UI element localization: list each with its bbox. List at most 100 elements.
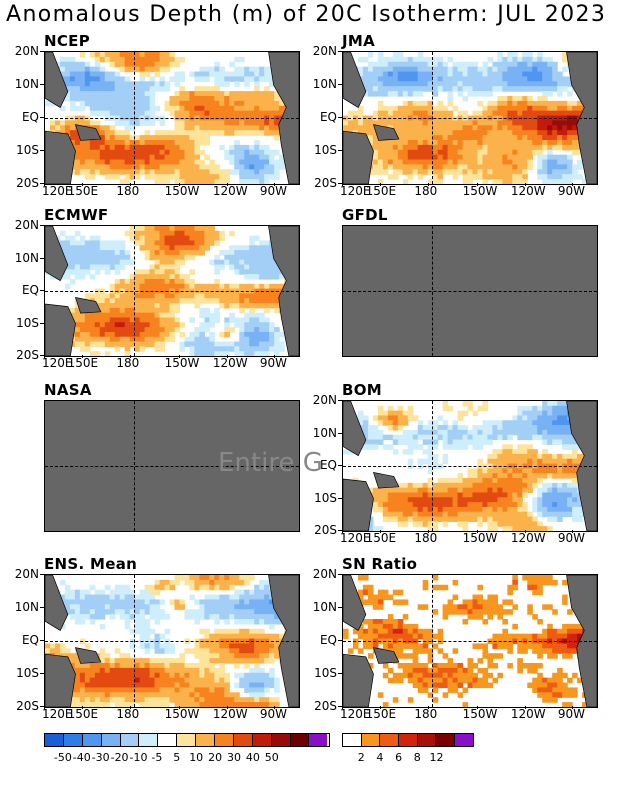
y-tick [338,673,342,674]
colorbar-swatch [177,734,197,746]
y-tick [40,322,44,324]
x-tick [81,706,83,709]
colorbar-swatch [271,734,291,746]
x-tick-label: 90W [259,707,287,721]
y-tick [338,465,342,466]
x-tick-label: 120W [510,707,546,721]
colorbar-swatch [252,734,272,746]
ncep-panel-title: NCEP [44,32,91,50]
y-tick-label: 10N [14,77,39,91]
x-tick-label: 120E [340,707,371,721]
nasa-panel-title: NASA [44,381,92,399]
colorbar-label: 20 [208,751,223,764]
colorbar-swatch [233,734,253,746]
gfdl-panel-title: GFDL [342,206,388,224]
ens-mean-panel-title: ENS. Mean [44,555,138,573]
gfdl-map [342,225,598,357]
y-tick-label: 20N [312,44,337,58]
x-tick [44,183,45,186]
x-tick [273,355,275,358]
colorbar-label: 10 [189,751,204,764]
y-tick [338,432,342,434]
x-tick-label: 120W [510,184,546,198]
x-tick-label: 120E [42,356,73,370]
y-tick [40,574,44,575]
x-tick-label: 90W [557,184,585,198]
colorbar-label: -50 [53,751,72,764]
x-tick-label: 180 [414,531,438,545]
x-tick-label: 150W [164,184,200,198]
x-tick-label: 180 [116,356,140,370]
x-tick-label: 90W [259,356,287,370]
x-tick-label: 150W [164,356,200,370]
colorbar-swatch [196,734,216,746]
x-tick [44,706,45,709]
y-tick-label: EQ [319,458,337,472]
x-tick-label: 150W [462,707,498,721]
ens-mean-map [44,574,300,708]
colorbar-swatch [343,734,362,746]
colorbar-label: -5 [151,751,163,764]
y-tick-label: 10S [314,143,337,157]
x-tick [476,530,478,533]
y-tick [338,607,342,608]
x-tick [476,183,478,186]
x-tick [81,355,83,358]
y-tick-label: 20N [312,393,337,407]
y-tick [40,355,44,356]
x-tick [342,530,343,533]
x-tick-label: 150E [365,707,397,721]
x-tick [524,183,526,186]
x-tick-label: 90W [557,707,585,721]
y-tick-label: EQ [21,633,39,647]
y-tick-label: 20N [312,567,337,581]
y-tick [40,290,44,291]
equator-guide [45,641,299,642]
nasa-map [44,400,300,532]
x-tick-label: 150E [365,184,397,198]
overlay-text: Entire G [218,448,323,478]
x-tick-label: 180 [116,707,140,721]
y-tick-label: 10N [14,250,39,265]
y-tick [40,225,44,226]
x-tick [342,706,343,709]
x-tick-label: 120W [510,531,546,545]
y-tick-label: 10N [312,600,337,614]
equator-guide [343,641,597,642]
x-tick-label: 180 [414,184,438,198]
x-tick [524,530,526,533]
x-tick [178,706,180,709]
y-tick [40,84,44,85]
y-tick-label: EQ [319,633,337,647]
x-tick-label: 150E [67,184,99,198]
y-tick [40,706,44,707]
y-tick-label: 20S [16,699,39,713]
x-tick [428,706,430,709]
x-tick [130,183,132,186]
y-tick [338,640,342,641]
colorbar-swatch [417,734,437,746]
ecmwf-panel-title: ECMWF [44,206,109,224]
colorbar-swatch [63,734,83,746]
x-tick [379,706,381,709]
colorbar-label: 4 [376,751,384,764]
colorbar-swatch [436,734,456,746]
y-tick-label: 10N [312,77,337,91]
x-tick [130,355,132,358]
x-tick-label: 90W [259,184,287,198]
colorbar-label: 50 [264,751,279,764]
bom-field [343,401,597,531]
colorbar-swatch [158,734,178,746]
jma-panel-title: JMA [342,32,376,50]
equator-guide [343,466,597,467]
x-tick [226,706,228,709]
colorbar-swatch [290,734,310,746]
x-tick-label: 120E [340,184,371,198]
colorbar-swatch [309,734,328,746]
x-tick [44,355,45,358]
y-tick-label: 10S [16,143,39,157]
y-tick [338,530,342,531]
sn-ratio-map [342,574,598,708]
y-tick [338,84,342,85]
x-tick-label: 150W [462,184,498,198]
